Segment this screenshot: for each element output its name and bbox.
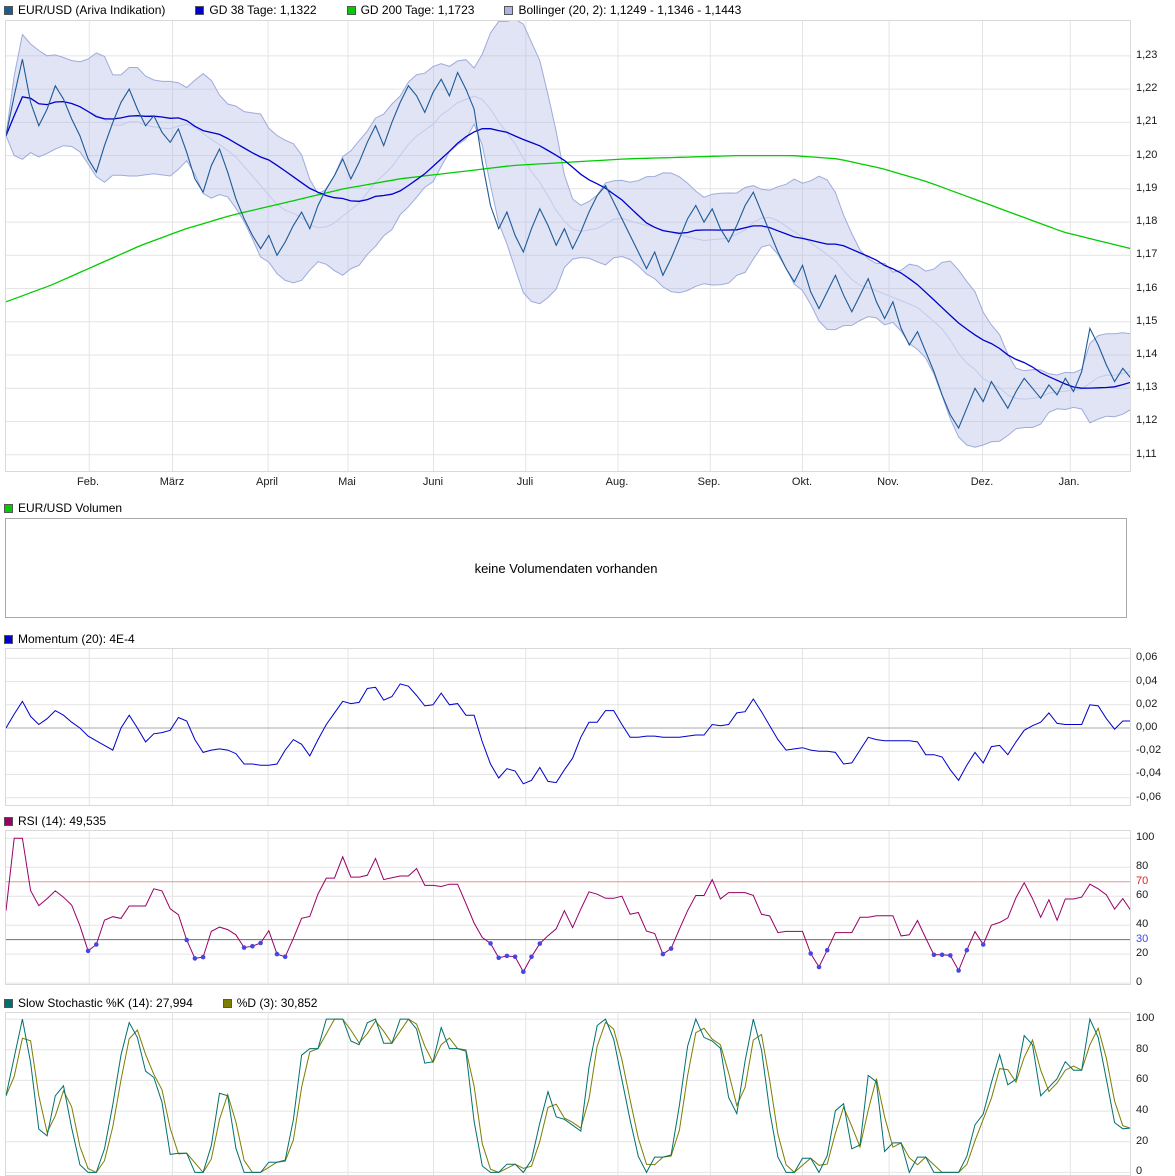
legend-label: EUR/USD (Ariva Indikation) bbox=[18, 3, 166, 17]
x-axis-label: Aug. bbox=[605, 476, 629, 488]
stochastic-legend-label: %D (3): 30,852 bbox=[236, 996, 318, 1010]
x-axis-label: April bbox=[255, 476, 279, 488]
y-axis-label: 80 bbox=[1136, 860, 1149, 872]
legend-label: GD 200 Tage: 1,1723 bbox=[360, 3, 475, 17]
y-axis-label: 0,00 bbox=[1136, 721, 1158, 733]
y-axis-label: 20 bbox=[1136, 1135, 1149, 1147]
momentum-legend-label: Momentum (20): 4E-4 bbox=[18, 632, 135, 646]
x-axis-label: Okt. bbox=[791, 476, 813, 488]
y-axis-label: 100 bbox=[1136, 1012, 1155, 1024]
rsi-legend-item: RSI (14): 49,535 bbox=[4, 814, 106, 828]
stochastic-legend: Slow Stochastic %K (14): 27,994 %D (3): 3… bbox=[4, 996, 317, 1010]
y-axis-label: 1,12 bbox=[1136, 414, 1158, 426]
legend-label: GD 38 Tage: 1,1322 bbox=[209, 3, 317, 17]
x-axis-label: Juli bbox=[516, 476, 534, 488]
y-axis-label: 80 bbox=[1136, 1043, 1149, 1055]
stochastic-legend-item: %D (3): 30,852 bbox=[222, 996, 318, 1010]
x-axis-label: März bbox=[159, 476, 185, 488]
y-axis-label: 1,21 bbox=[1136, 115, 1158, 127]
y-axis-label: 1,22 bbox=[1136, 82, 1158, 94]
rsi-legend: RSI (14): 49,535 bbox=[4, 814, 106, 828]
y-axis-label: 1,20 bbox=[1136, 149, 1158, 161]
y-axis-label: -0,04 bbox=[1136, 767, 1162, 779]
y-axis-label: 1,13 bbox=[1136, 381, 1158, 393]
momentum-legend-item: Momentum (20): 4E-4 bbox=[4, 632, 135, 646]
legend-item: EUR/USD (Ariva Indikation) bbox=[4, 3, 165, 17]
legend-item: GD 38 Tage: 1,1322 bbox=[195, 3, 317, 17]
stochastic-chart-canvas bbox=[5, 1012, 1131, 1176]
y-axis-label: 100 bbox=[1136, 831, 1155, 843]
y-axis-label: 1,23 bbox=[1136, 49, 1158, 61]
y-axis-label: 1,18 bbox=[1136, 215, 1158, 227]
x-axis-label: Sep. bbox=[697, 476, 721, 488]
stochastic-legend-label: Slow Stochastic %K (14): 27,994 bbox=[18, 996, 193, 1010]
y-axis-label: 70 bbox=[1136, 875, 1149, 887]
rsi-legend-marker-icon bbox=[4, 816, 13, 826]
y-axis-label: 0 bbox=[1136, 976, 1143, 988]
stochastic-legend-marker-icon bbox=[4, 998, 13, 1008]
legend-label: Bollinger (20, 2): 1,1249 - 1,1346 - 1,1… bbox=[518, 3, 742, 17]
legend-marker-icon bbox=[4, 5, 13, 15]
y-axis-label: 1,11 bbox=[1136, 448, 1157, 460]
x-axis-label: Nov. bbox=[877, 476, 899, 488]
y-axis-label: 60 bbox=[1136, 1073, 1149, 1085]
y-axis-label: 60 bbox=[1136, 889, 1149, 901]
y-axis-label: 1,15 bbox=[1136, 315, 1158, 327]
legend-marker-icon bbox=[195, 5, 205, 15]
x-axis-label: Juni bbox=[422, 476, 444, 488]
rsi-legend-label: RSI (14): 49,535 bbox=[18, 814, 107, 828]
y-axis-label: 1,17 bbox=[1136, 248, 1158, 260]
y-axis-label: 0 bbox=[1136, 1165, 1143, 1176]
momentum-legend-marker-icon bbox=[4, 634, 13, 644]
legend-item: Bollinger (20, 2): 1,1249 - 1,1346 - 1,1… bbox=[504, 3, 741, 17]
x-axis-label: Mai bbox=[338, 476, 356, 488]
volume-legend-label: EUR/USD Volumen bbox=[18, 501, 123, 515]
y-axis-label: 40 bbox=[1136, 1104, 1149, 1116]
volume-legend-item: EUR/USD Volumen bbox=[4, 501, 122, 515]
y-axis-label: 20 bbox=[1136, 947, 1149, 959]
y-axis-label: 1,14 bbox=[1136, 348, 1158, 360]
x-axis-label: Feb. bbox=[76, 476, 100, 488]
volume-legend-marker-icon bbox=[4, 503, 13, 513]
volume-empty-text: keine Volumendaten vorhanden bbox=[474, 560, 658, 576]
x-axis-label: Dez. bbox=[970, 476, 994, 488]
volume-legend: EUR/USD Volumen bbox=[4, 501, 122, 515]
price-legend: EUR/USD (Ariva Indikation) GD 38 Tage: 1,… bbox=[4, 3, 741, 17]
price-chart-canvas bbox=[5, 20, 1131, 472]
legend-item: GD 200 Tage: 1,1723 bbox=[346, 3, 475, 17]
y-axis-label: 40 bbox=[1136, 918, 1149, 930]
stochastic-legend-marker-icon bbox=[222, 998, 232, 1008]
y-axis-label: 1,16 bbox=[1136, 282, 1158, 294]
volume-panel: keine Volumendaten vorhanden bbox=[5, 518, 1127, 618]
rsi-chart-canvas bbox=[5, 830, 1131, 985]
stochastic-legend-item: Slow Stochastic %K (14): 27,994 bbox=[4, 996, 193, 1010]
momentum-chart-canvas bbox=[5, 648, 1131, 806]
y-axis-label: 0,06 bbox=[1136, 651, 1158, 663]
momentum-legend: Momentum (20): 4E-4 bbox=[4, 632, 135, 646]
legend-marker-icon bbox=[346, 5, 356, 15]
y-axis-label: 0,02 bbox=[1136, 698, 1158, 710]
y-axis-label: 0,04 bbox=[1136, 675, 1158, 687]
y-axis-label: -0,06 bbox=[1136, 791, 1162, 803]
y-axis-label: -0,02 bbox=[1136, 744, 1162, 756]
x-axis-label: Jan. bbox=[1058, 476, 1080, 488]
y-axis-label: 1,19 bbox=[1136, 182, 1158, 194]
legend-marker-icon bbox=[504, 5, 514, 15]
y-axis-label: 30 bbox=[1136, 933, 1149, 945]
